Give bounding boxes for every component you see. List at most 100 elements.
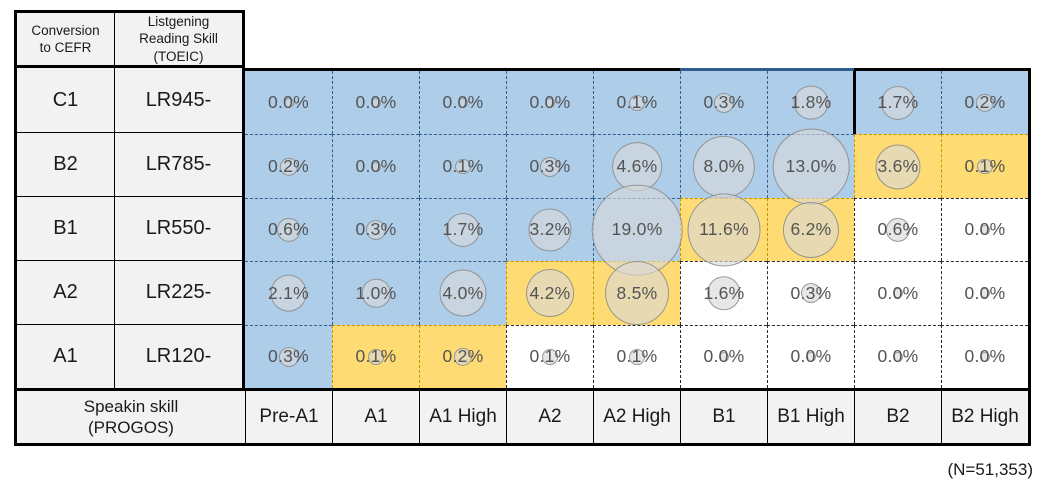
matrix-cell: 0.0% bbox=[680, 324, 767, 388]
matrix-cell: 0.0% bbox=[767, 324, 854, 388]
value-bubble bbox=[713, 92, 735, 113]
speaking-level-label: B2 High bbox=[941, 391, 1028, 443]
cell-value: 0.3% bbox=[529, 156, 571, 177]
value-bubble bbox=[591, 184, 683, 276]
value-bubble bbox=[880, 85, 916, 120]
value-bubble bbox=[365, 219, 387, 241]
matrix-cell: 0.0% bbox=[419, 71, 506, 135]
matrix-cell: 0.6% bbox=[245, 197, 332, 262]
matrix-cell: 8.5% bbox=[593, 261, 680, 326]
cell-value: 1.7% bbox=[442, 219, 484, 240]
cell-value: 0.0% bbox=[355, 92, 397, 113]
cell-value: 8.0% bbox=[703, 156, 745, 177]
speaking-level-label: Pre-A1 bbox=[245, 391, 332, 443]
matrix-cell: 0.1% bbox=[593, 324, 680, 388]
value-bubble bbox=[975, 93, 995, 112]
speaking-level-label: A1 bbox=[332, 391, 419, 443]
speaking-axis-label: Speakin skill (PROGOS) bbox=[83, 396, 179, 437]
matrix-cell: 0.0% bbox=[332, 134, 419, 198]
col-axis-label: Listgening Reading Skill (TOEIC) bbox=[139, 14, 218, 64]
value-bubble bbox=[772, 128, 850, 205]
cell-value: 0.0% bbox=[877, 282, 919, 303]
value-bubble bbox=[453, 347, 473, 366]
matrix-cell: 0.2% bbox=[245, 134, 332, 198]
matrix-cell: 2.1% bbox=[245, 261, 332, 325]
value-bubble bbox=[361, 279, 391, 308]
cell-value: 0.1% bbox=[355, 346, 397, 367]
cell-value: 0.1% bbox=[616, 346, 658, 367]
matrix-cell: 0.3% bbox=[767, 261, 854, 325]
speaking-level-label: B1 bbox=[680, 391, 767, 443]
matrix-cell: 0.3% bbox=[506, 134, 593, 198]
matrix-cell: 13.0% bbox=[767, 128, 854, 205]
matrix-cell: 3.2% bbox=[506, 197, 593, 262]
matrix-cell: 19.0% bbox=[591, 184, 683, 276]
speaking-level-label: A1 High bbox=[419, 391, 506, 443]
axis-corner: Conversion to CEFR Listgening Reading Sk… bbox=[14, 10, 245, 68]
value-bubble bbox=[629, 94, 645, 111]
cell-value: 13.0% bbox=[785, 156, 837, 177]
matrix-cell: 0.1% bbox=[332, 324, 419, 388]
matrix-cell: 0.0% bbox=[854, 261, 941, 325]
cell-value: 0.0% bbox=[267, 92, 310, 113]
matrix-cell: 4.2% bbox=[506, 261, 593, 325]
matrix-cell: 0.0% bbox=[332, 71, 419, 135]
value-bubble bbox=[542, 348, 558, 365]
matrix-cell: 0.3% bbox=[245, 324, 332, 388]
top-border-accent bbox=[680, 68, 854, 71]
cell-value: 4.0% bbox=[442, 282, 484, 303]
cell-value: 0.2% bbox=[267, 156, 310, 177]
cell-value: 0.0% bbox=[442, 92, 484, 113]
value-bubble bbox=[528, 208, 572, 252]
matrix-cell: 1.8% bbox=[767, 71, 854, 135]
value-bubble bbox=[806, 351, 816, 362]
row-headers: C1 LR945- B2 LR785- B1 LR550- A2 LR225- A1 LR120- bbox=[14, 68, 245, 388]
value-bubble bbox=[980, 224, 990, 235]
value-bubble bbox=[782, 201, 840, 259]
value-bubble bbox=[612, 141, 662, 192]
value-bubble bbox=[276, 217, 301, 243]
cefr-row-label: C1 bbox=[17, 68, 115, 132]
cefr-row-label: B1 bbox=[17, 196, 115, 260]
value-bubble bbox=[545, 97, 555, 108]
matrix-cell: 0.3% bbox=[332, 197, 419, 262]
value-bubble bbox=[800, 283, 822, 304]
value-bubble bbox=[885, 217, 911, 243]
value-bubble bbox=[439, 269, 487, 317]
matrix-cell: 0.0% bbox=[245, 71, 332, 135]
matrix-cell: 1.7% bbox=[419, 197, 506, 262]
cell-value: 0.1% bbox=[616, 92, 658, 113]
toeic-row-label: LR550- bbox=[115, 196, 242, 260]
matrix-cell: 0.1% bbox=[593, 71, 680, 135]
cell-value: 0.3% bbox=[703, 92, 745, 113]
speaking-level-label: A2 bbox=[506, 391, 593, 443]
value-bubble bbox=[371, 97, 381, 108]
matrix-cell: 0.0% bbox=[854, 324, 941, 388]
matrix-cell: 0.2% bbox=[941, 71, 1028, 135]
value-bubble bbox=[793, 85, 829, 121]
value-bubble bbox=[893, 288, 903, 299]
value-bubble bbox=[270, 274, 307, 312]
value-bubble bbox=[707, 276, 741, 311]
cell-value: 4.2% bbox=[529, 282, 571, 303]
value-bubble bbox=[455, 158, 471, 175]
value-bubble bbox=[371, 161, 381, 172]
cell-value: 0.2% bbox=[964, 92, 1006, 113]
value-bubble bbox=[875, 144, 921, 190]
cell-value: 1.0% bbox=[355, 282, 397, 303]
cell-value: 0.3% bbox=[355, 219, 397, 240]
matrix-cell: 0.0% bbox=[941, 324, 1028, 388]
cell-value: 0.0% bbox=[877, 346, 919, 367]
cell-value: 0.0% bbox=[529, 92, 571, 113]
cell-value: 0.0% bbox=[964, 346, 1006, 367]
cefr-row-label: A1 bbox=[17, 324, 115, 388]
matrix-cell: 0.3% bbox=[680, 71, 767, 135]
cell-value: 6.2% bbox=[790, 219, 832, 240]
cell-value: 0.3% bbox=[790, 282, 832, 303]
value-bubble bbox=[279, 157, 298, 176]
matrix-cell: 0.1% bbox=[941, 134, 1028, 198]
cell-value: 0.3% bbox=[267, 346, 310, 367]
toeic-row-label: LR120- bbox=[115, 324, 242, 388]
cell-value: 0.6% bbox=[877, 219, 919, 240]
